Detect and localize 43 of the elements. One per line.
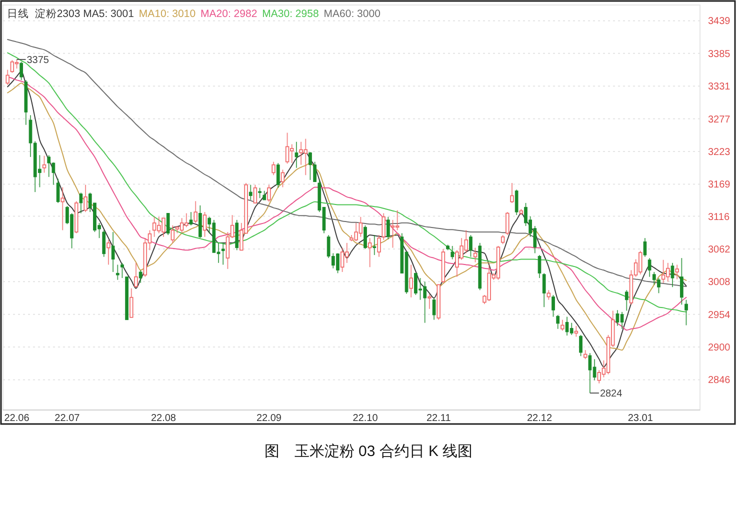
candlestick [372, 234, 376, 256]
candlestick [111, 232, 115, 272]
text: 图 玉米淀粉 03 合约日 K 线图 [264, 443, 473, 460]
y-tick-label: 3062 [708, 244, 731, 256]
candlestick [60, 186, 64, 231]
annotation: 2824 [600, 388, 623, 400]
candlestick [473, 247, 478, 263]
candlestick [680, 258, 684, 306]
x-tick-label: 23.01 [628, 413, 654, 424]
candlestick [675, 264, 679, 280]
y-tick-label: 3169 [708, 180, 731, 191]
x-tick-label: 22.09 [256, 413, 282, 424]
x-tick-label: 22.11 [426, 413, 452, 424]
legend-title: 日线 淀粉2303 [7, 7, 84, 20]
y-tick-label: 3223 [708, 147, 731, 158]
candlestick [116, 264, 120, 280]
candlestick [294, 141, 298, 168]
candlestick [390, 219, 395, 248]
y-tick-label: 3385 [708, 48, 731, 60]
y-tick-label: 3008 [708, 277, 731, 288]
text: MA30: 2958 [262, 8, 319, 20]
candlestick [248, 184, 252, 200]
annotation: 3375 [26, 54, 50, 66]
y-tick-label: 3331 [708, 82, 731, 93]
y-tick-label: 3439 [708, 16, 731, 28]
y-tick-label: 3277 [708, 114, 731, 126]
text: MA20: 2982 [200, 8, 258, 20]
x-tick-label: 22.06 [4, 413, 30, 424]
x-tick-label: 22.12 [526, 413, 552, 424]
candlestick [450, 245, 454, 260]
y-tick-label: 2954 [708, 310, 731, 321]
y-tick-label: 2900 [708, 342, 731, 354]
text: MA60: 3000 [324, 8, 381, 20]
text: MA5: 3001 [83, 8, 134, 20]
candlestick [221, 242, 225, 266]
x-tick-label: 22.10 [352, 413, 378, 424]
y-tick-label: 3116 [708, 212, 730, 223]
candlestick [409, 264, 413, 298]
y-tick-label: 2846 [708, 375, 731, 386]
x-tick-label: 22.08 [150, 413, 176, 424]
x-tick-label: 22.07 [54, 413, 80, 424]
text: MA10: 3010 [138, 8, 196, 20]
candlestick [368, 238, 372, 268]
